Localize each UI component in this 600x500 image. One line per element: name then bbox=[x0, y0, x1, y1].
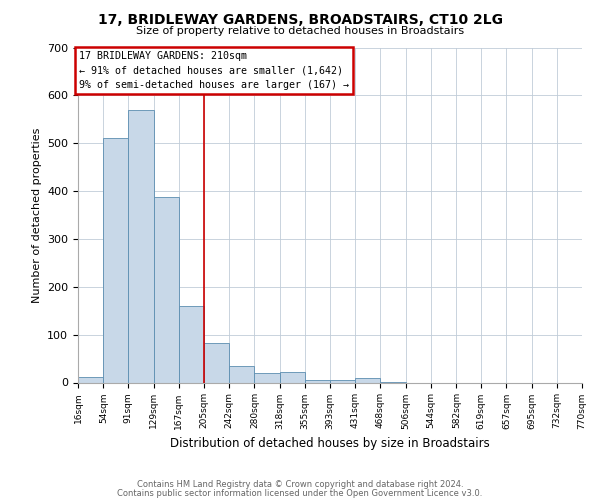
Bar bbox=[179, 306, 205, 382]
Bar bbox=[205, 343, 229, 382]
Bar bbox=[330, 380, 355, 382]
Bar bbox=[154, 197, 179, 382]
Text: 17 BRIDLEWAY GARDENS: 210sqm
← 91% of detached houses are smaller (1,642)
9% of : 17 BRIDLEWAY GARDENS: 210sqm ← 91% of de… bbox=[79, 51, 349, 90]
Text: 17, BRIDLEWAY GARDENS, BROADSTAIRS, CT10 2LG: 17, BRIDLEWAY GARDENS, BROADSTAIRS, CT10… bbox=[97, 12, 503, 26]
Bar bbox=[254, 373, 280, 382]
Bar bbox=[355, 378, 380, 382]
X-axis label: Distribution of detached houses by size in Broadstairs: Distribution of detached houses by size … bbox=[170, 437, 490, 450]
Text: Contains public sector information licensed under the Open Government Licence v3: Contains public sector information licen… bbox=[118, 489, 482, 498]
Text: Contains HM Land Registry data © Crown copyright and database right 2024.: Contains HM Land Registry data © Crown c… bbox=[137, 480, 463, 489]
Bar bbox=[103, 138, 128, 382]
Y-axis label: Number of detached properties: Number of detached properties bbox=[32, 128, 41, 302]
Bar bbox=[280, 372, 305, 382]
Bar bbox=[78, 377, 103, 382]
Bar bbox=[305, 380, 330, 382]
Bar bbox=[128, 110, 154, 382]
Bar bbox=[229, 366, 254, 382]
Text: Size of property relative to detached houses in Broadstairs: Size of property relative to detached ho… bbox=[136, 26, 464, 36]
